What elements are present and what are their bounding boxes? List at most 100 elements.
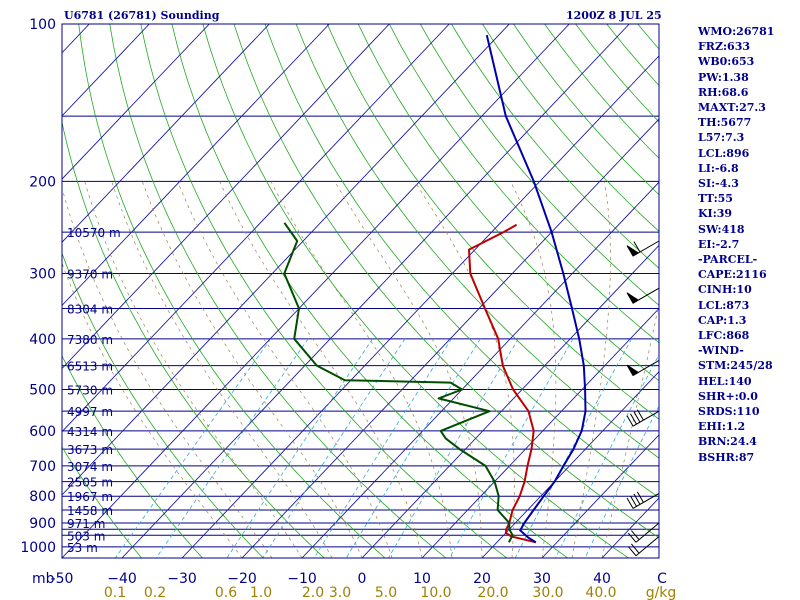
mixing-ratio-label: 10.0 [420, 585, 451, 600]
isotherm [62, 24, 270, 243]
height-label: 503 m [67, 529, 105, 543]
index-1: FRZ:633 [698, 40, 751, 54]
index-5: MAXT:27.3 [698, 101, 766, 115]
temperature-tick-label: 10 [413, 571, 431, 587]
index-3: PW:1.38 [698, 70, 749, 84]
wind-barb [626, 240, 660, 257]
height-label: 6513 m [67, 360, 113, 374]
pressure-tick-label: 600 [29, 424, 56, 440]
moist-adiabat [111, 181, 333, 558]
index-17: CINH:10 [698, 283, 752, 297]
index-9: LI:-6.8 [698, 161, 739, 175]
index-28: BSHR:87 [698, 450, 755, 464]
grid-lines [62, 24, 659, 558]
isotherm [541, 434, 659, 558]
wind-barb [626, 287, 660, 304]
height-label: 2505 m [67, 476, 113, 490]
mixing-ratio-label: 0.1 [104, 585, 126, 600]
moist-adiabat [334, 181, 483, 558]
mixing-ratio-line [555, 353, 659, 558]
index-8: LCL:896 [698, 146, 750, 160]
isotherm [181, 55, 659, 558]
isotherm [62, 24, 450, 433]
temperature-tick-label: −20 [227, 571, 257, 587]
pressure-tick-label: 900 [29, 516, 56, 532]
mixing-ratio-line [155, 338, 309, 558]
mixing-ratio-line [114, 338, 272, 558]
isotherm [62, 24, 330, 307]
moist-adiabat [177, 181, 393, 558]
temperature-tick-label: −30 [167, 571, 197, 587]
temperature-tick-label: 30 [533, 571, 551, 587]
height-label: 1458 m [67, 504, 113, 518]
mixing-ratio-line [388, 338, 519, 558]
temperature-tick-label: 40 [593, 571, 611, 587]
moist-adiabat [601, 301, 659, 558]
height-label: 971 m [67, 517, 105, 531]
pressure-tick-label: 1000 [20, 540, 56, 556]
dewpoint-trace [283, 222, 514, 543]
height-label: 5730 m [67, 384, 113, 398]
wind-barb [626, 409, 660, 427]
parcel-trace [485, 34, 587, 544]
dry-adiabat [171, 24, 568, 558]
index-4: RH:68.6 [698, 85, 749, 99]
dry-adiabat [326, 24, 659, 420]
temperature-tick-label: 0 [358, 571, 367, 587]
dry-adiabat [62, 252, 264, 558]
height-label: 1967 m [67, 490, 113, 504]
height-label: 8304 m [67, 303, 113, 317]
mixing-ratio-line [345, 338, 481, 558]
mixing-ratio-label: 0.6 [215, 585, 237, 600]
dry-adiabat [451, 24, 659, 269]
temperature-trace [468, 223, 537, 544]
index-0: WMO:26781 [698, 25, 775, 38]
mixing-ratio-label: 30.0 [532, 585, 563, 600]
height-label: 4314 m [67, 425, 113, 439]
dry-adiabat [62, 355, 203, 558]
index-26: EHI:1.2 [698, 420, 746, 434]
dry-adiabat [264, 24, 659, 499]
pressure-tick-label: 700 [29, 459, 56, 475]
index-24: SHR+:0.0 [698, 389, 758, 403]
mixing-ratio-label: 3.0 [329, 585, 351, 600]
isotherm [241, 118, 659, 558]
isotherm [62, 24, 510, 496]
index-13: SW:418 [698, 222, 745, 236]
pressure-tick-label: 100 [29, 17, 56, 33]
index-14: EI:-2.7 [698, 237, 740, 251]
height-label: 7380 m [67, 333, 113, 347]
isotherm [62, 24, 570, 558]
mixing-ratio-label: 1.0 [250, 585, 272, 600]
index-18: LCL:873 [698, 298, 750, 312]
wind-barb [627, 536, 660, 557]
index-15: -PARCEL- [698, 253, 758, 267]
pressure-tick-label: 400 [29, 332, 56, 348]
wind-barb [626, 491, 660, 509]
height-label: 4997 m [67, 405, 113, 419]
height-label: 9370 m [67, 267, 113, 281]
isotherm [121, 24, 630, 558]
isotherm [62, 24, 210, 180]
wind-barbs [626, 240, 660, 557]
mixing-ratio-line [449, 338, 574, 558]
mixing-ratio-line [313, 338, 452, 558]
temperature-tick-label: 20 [473, 571, 491, 587]
height-label: 3673 m [67, 443, 113, 457]
mixing-ratio-label: 2.0 [302, 585, 324, 600]
index-7: L57:7.3 [698, 131, 745, 145]
index-23: HEL:140 [698, 374, 752, 388]
index-25: SRDS:110 [698, 405, 760, 419]
plot-frame [61, 23, 660, 559]
isotherm [361, 244, 659, 558]
dry-adiabat [62, 446, 143, 558]
mixing-ratio-line [262, 338, 406, 558]
height-label: 53 m [67, 541, 98, 555]
moist-adiabat [219, 181, 423, 558]
index-21: -WIND- [698, 344, 744, 358]
index-16: CAPE:2116 [698, 268, 767, 282]
moist-adiabat [571, 181, 611, 558]
dry-adiabat [357, 24, 659, 382]
pressure-tick-label: 800 [29, 489, 56, 505]
